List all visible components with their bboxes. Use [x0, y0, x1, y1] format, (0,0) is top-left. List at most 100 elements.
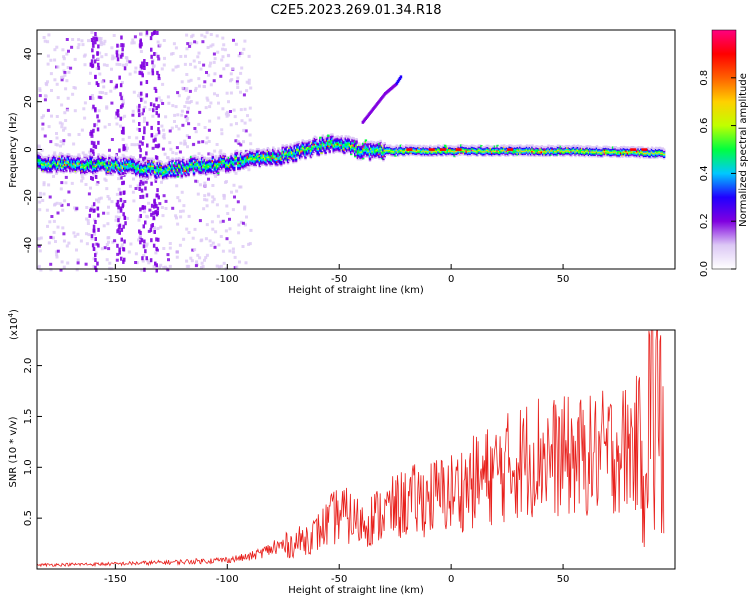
heat-cell	[203, 126, 207, 129]
heat-cell	[123, 169, 126, 172]
heat-cell	[501, 150, 505, 154]
heat-cell	[324, 143, 327, 146]
heat-cell	[236, 86, 240, 89]
heat-cell	[323, 139, 326, 142]
heat-cell	[231, 165, 235, 169]
heat-cell	[264, 155, 267, 158]
heat-cell	[106, 236, 110, 240]
heat-cell	[266, 149, 270, 153]
heat-cell	[141, 176, 145, 179]
heat-cell	[327, 141, 330, 144]
heat-cell	[168, 129, 172, 133]
heat-cell	[114, 160, 118, 163]
heat-cell	[539, 145, 542, 149]
heat-cell	[138, 229, 141, 234]
heat-cell	[95, 67, 99, 70]
heat-cell	[60, 125, 64, 129]
heat-cell	[468, 149, 471, 152]
heat-cell	[59, 151, 62, 155]
heat-cell	[528, 151, 531, 155]
heat-cell	[211, 241, 215, 245]
heat-cell	[116, 109, 120, 114]
heat-cell	[340, 142, 343, 145]
heat-cell	[284, 147, 287, 151]
heat-cell	[62, 158, 65, 161]
heat-cell	[161, 169, 165, 172]
heat-cell	[228, 249, 232, 253]
heat-cell	[61, 142, 65, 146]
heat-cell	[168, 173, 171, 176]
heat-cell	[190, 161, 193, 164]
heat-cell	[407, 145, 411, 148]
heat-cell	[251, 155, 255, 158]
heat-cell	[362, 152, 365, 156]
heat-cell	[507, 145, 510, 149]
heat-cell	[380, 145, 384, 148]
heat-cell	[210, 162, 213, 165]
heat-cell	[113, 163, 116, 166]
heat-cell	[370, 147, 373, 151]
heat-cell	[281, 158, 284, 162]
heat-cell	[73, 167, 76, 170]
heat-cell	[293, 149, 296, 152]
heat-cell	[51, 167, 55, 170]
heat-cell	[328, 151, 331, 155]
heat-cell	[250, 155, 253, 158]
heat-cell	[444, 144, 447, 148]
heat-cell	[383, 146, 386, 149]
heat-cell	[87, 39, 90, 43]
heat-cell	[145, 80, 149, 84]
heat-cell	[516, 146, 519, 149]
heat-cell	[96, 114, 99, 119]
heat-cell	[497, 150, 501, 153]
heat-cell	[140, 163, 143, 166]
heat-cell	[423, 147, 427, 150]
heat-cell	[112, 165, 115, 169]
heat-cell	[358, 148, 361, 151]
heat-cell	[61, 165, 64, 169]
heat-cell	[324, 151, 327, 155]
heat-cell	[122, 43, 125, 48]
heat-cell	[194, 179, 198, 183]
heat-cell	[138, 70, 141, 75]
heat-cell	[236, 82, 240, 86]
heat-cell	[260, 158, 263, 161]
heat-cell	[555, 153, 558, 156]
heat-cell	[132, 157, 135, 160]
heat-cell	[253, 160, 256, 163]
heat-cell	[128, 166, 131, 169]
heat-cell	[213, 171, 216, 174]
heat-cell	[200, 154, 204, 157]
heat-cell	[199, 67, 203, 71]
heat-cell	[319, 148, 322, 151]
heat-cell	[254, 153, 257, 156]
heat-cell	[251, 152, 255, 155]
heat-cell	[504, 145, 507, 149]
heat-cell	[170, 162, 173, 165]
heat-cell	[226, 167, 229, 170]
heat-cell	[245, 215, 248, 219]
heat-cell	[181, 86, 185, 90]
heat-cell	[100, 162, 103, 165]
heat-cell	[392, 153, 396, 156]
heat-cell	[289, 152, 292, 155]
heat-cell	[121, 47, 124, 52]
heat-cell	[382, 153, 385, 156]
heat-cell	[238, 157, 241, 160]
heat-cell	[101, 91, 105, 95]
heat-cell	[116, 43, 119, 48]
heat-cell	[337, 149, 341, 152]
heat-cell	[336, 142, 339, 145]
heat-cell	[69, 66, 73, 70]
heat-cell	[97, 161, 100, 165]
heat-cell	[457, 145, 460, 149]
heat-cell	[194, 169, 197, 172]
heat-cell	[207, 167, 210, 171]
heat-cell	[157, 175, 161, 178]
heat-cell	[54, 161, 57, 165]
heat-cell	[523, 152, 526, 156]
heat-cell	[241, 154, 244, 157]
heat-cell	[257, 160, 260, 164]
heat-cell	[105, 162, 108, 165]
heat-cell	[39, 162, 43, 165]
